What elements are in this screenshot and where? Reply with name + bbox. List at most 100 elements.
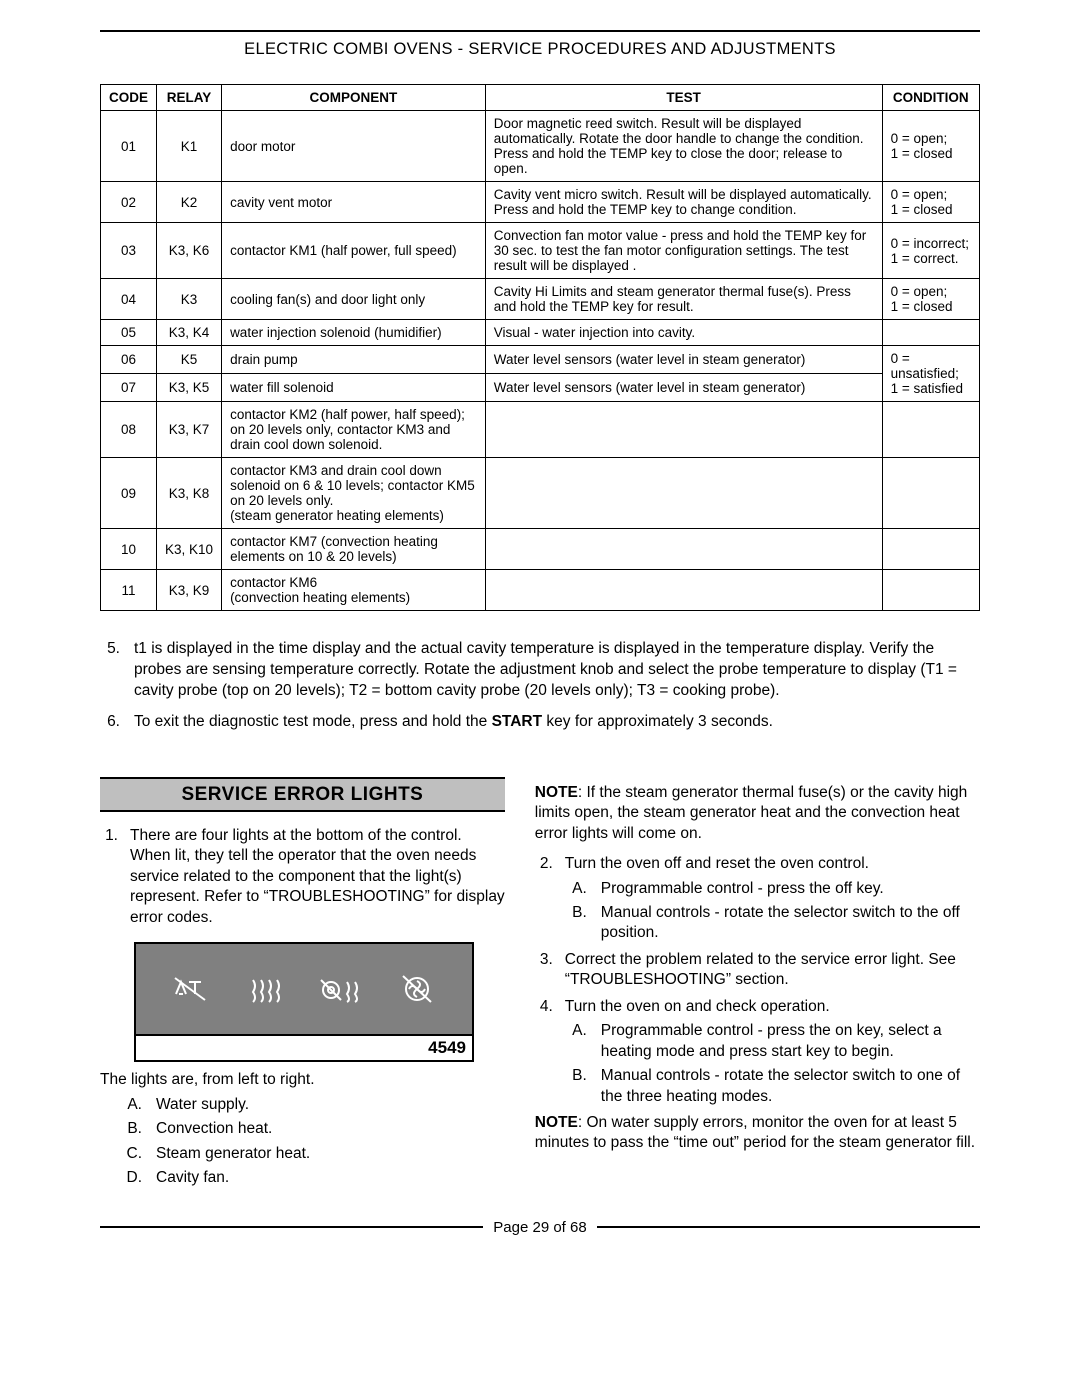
table-row: 05 K3, K4 water injection solenoid (humi… bbox=[101, 320, 980, 346]
page-prefix: Page bbox=[493, 1219, 532, 1236]
page-number: Page 29 of 68 bbox=[483, 1219, 596, 1236]
table-row: 08 K3, K7 contactor KM2 (half power, hal… bbox=[101, 402, 980, 458]
sub-text: Convection heat. bbox=[156, 1119, 505, 1139]
sub-letter: B. bbox=[565, 1066, 601, 1107]
list-item-1: 1. There are four lights at the bottom o… bbox=[100, 826, 505, 928]
light-A: A. Water supply. bbox=[100, 1095, 505, 1115]
footer-rule-right bbox=[597, 1226, 980, 1228]
cell-code: 06 bbox=[101, 346, 157, 374]
cell-code: 05 bbox=[101, 320, 157, 346]
page-of: of bbox=[549, 1219, 570, 1236]
step-number: 5. bbox=[100, 639, 134, 702]
header-rule bbox=[100, 30, 980, 32]
cell-relay: K3, K9 bbox=[157, 570, 222, 611]
panel-label: 4549 bbox=[136, 1034, 472, 1060]
cell-relay: K3 bbox=[157, 279, 222, 320]
item2-B: B. Manual controls - rotate the selector… bbox=[565, 903, 980, 944]
page-total: 68 bbox=[570, 1219, 587, 1236]
sub-text: Programmable control - press the on key,… bbox=[601, 1021, 980, 1062]
cell-code: 03 bbox=[101, 223, 157, 279]
col-condition: CONDITION bbox=[882, 85, 979, 111]
cell-code: 01 bbox=[101, 111, 157, 182]
cell-component: cooling fan(s) and door light only bbox=[222, 279, 486, 320]
cell-component: contactor KM1 (half power, full speed) bbox=[222, 223, 486, 279]
cell-test bbox=[485, 402, 882, 458]
item4-text: Turn the oven on and check operation. bbox=[565, 997, 980, 1017]
step-6: 6. To exit the diagnostic test mode, pre… bbox=[100, 712, 980, 733]
list-number: 1. bbox=[100, 826, 130, 928]
sub-letter: D. bbox=[100, 1168, 156, 1188]
sub-text: Manual controls - rotate the selector sw… bbox=[601, 1066, 980, 1107]
cell-test: Cavity Hi Limits and steam generator the… bbox=[485, 279, 882, 320]
cell-relay: K5 bbox=[157, 346, 222, 374]
sub-text: Steam generator heat. bbox=[156, 1144, 505, 1164]
sub-text: Water supply. bbox=[156, 1095, 505, 1115]
cell-code: 08 bbox=[101, 402, 157, 458]
table-row: 09 K3, K8 contactor KM3 and drain cool d… bbox=[101, 458, 980, 529]
table-row: 04 K3 cooling fan(s) and door light only… bbox=[101, 279, 980, 320]
cell-condition: 0 = open; 1 = closed bbox=[882, 279, 979, 320]
cell-condition bbox=[882, 320, 979, 346]
cell-relay: K3, K7 bbox=[157, 402, 222, 458]
cell-condition bbox=[882, 402, 979, 458]
step-text: t1 is displayed in the time display and … bbox=[134, 639, 980, 702]
sub-letter: A. bbox=[100, 1095, 156, 1115]
note-2: NOTE: On water supply errors, monitor th… bbox=[535, 1113, 980, 1154]
right-column: NOTE: If the steam generator thermal fus… bbox=[535, 743, 980, 1189]
list-item-4: 4. Turn the oven on and check operation.… bbox=[535, 997, 980, 1107]
list-text: There are four lights at the bottom of t… bbox=[130, 826, 505, 928]
convection-heat-icon bbox=[245, 972, 285, 1006]
page-header-title: ELECTRIC COMBI OVENS - SERVICE PROCEDURE… bbox=[100, 40, 980, 59]
sub-letter: A. bbox=[565, 1021, 601, 1062]
step-text: To exit the diagnostic test mode, press … bbox=[134, 712, 980, 733]
list-number: 2. bbox=[535, 854, 565, 944]
cell-condition: 0 = open; 1 = closed bbox=[882, 182, 979, 223]
item4-A: A. Programmable control - press the on k… bbox=[565, 1021, 980, 1062]
procedure-steps: 5. t1 is displayed in the time display a… bbox=[100, 639, 980, 733]
cell-code: 02 bbox=[101, 182, 157, 223]
cell-component: contactor KM2 (half power, half speed); … bbox=[222, 402, 486, 458]
cell-code: 11 bbox=[101, 570, 157, 611]
table-row: 11 K3, K9 contactor KM6 (convection heat… bbox=[101, 570, 980, 611]
table-row: 10 K3, K10 contactor KM7 (convection hea… bbox=[101, 529, 980, 570]
note-2-text: : On water supply errors, monitor the ov… bbox=[535, 1114, 975, 1151]
sub-text: Programmable control - press the off key… bbox=[601, 879, 980, 899]
light-D: D. Cavity fan. bbox=[100, 1168, 505, 1188]
cell-relay: K3, K4 bbox=[157, 320, 222, 346]
list-text: Turn the oven off and reset the oven con… bbox=[565, 854, 980, 944]
cell-condition: 0 = open; 1 = closed bbox=[882, 111, 979, 182]
col-test: TEST bbox=[485, 85, 882, 111]
step-number: 6. bbox=[100, 712, 134, 733]
step-5: 5. t1 is displayed in the time display a… bbox=[100, 639, 980, 702]
sub-text: Cavity fan. bbox=[156, 1168, 505, 1188]
col-code: CODE bbox=[101, 85, 157, 111]
cell-test: Visual - water injection into cavity. bbox=[485, 320, 882, 346]
cell-relay: K3, K8 bbox=[157, 458, 222, 529]
cell-condition bbox=[882, 458, 979, 529]
list-text: Turn the oven on and check operation. A.… bbox=[565, 997, 980, 1107]
cell-relay: K3, K6 bbox=[157, 223, 222, 279]
cell-component: drain pump bbox=[222, 346, 486, 374]
left-column: SERVICE ERROR LIGHTS 1. There are four l… bbox=[100, 743, 505, 1189]
document-page: ELECTRIC COMBI OVENS - SERVICE PROCEDURE… bbox=[0, 0, 1080, 1276]
lights-intro: The lights are, from left to right. bbox=[100, 1070, 505, 1090]
cell-component: cavity vent motor bbox=[222, 182, 486, 223]
water-supply-icon bbox=[171, 972, 211, 1006]
cell-test: Convection fan motor value - press and h… bbox=[485, 223, 882, 279]
cell-relay: K3, K5 bbox=[157, 374, 222, 402]
light-C: C. Steam generator heat. bbox=[100, 1144, 505, 1164]
cell-code: 10 bbox=[101, 529, 157, 570]
footer-rule-left bbox=[100, 1226, 483, 1228]
cavity-fan-icon bbox=[397, 972, 437, 1006]
step-6-suffix: key for approximately 3 seconds. bbox=[542, 713, 773, 730]
table-row: 03 K3, K6 contactor KM1 (half power, ful… bbox=[101, 223, 980, 279]
cell-component: contactor KM7 (convection heating elemen… bbox=[222, 529, 486, 570]
sub-letter: B. bbox=[565, 903, 601, 944]
col-component: COMPONENT bbox=[222, 85, 486, 111]
steam-heat-icon bbox=[319, 972, 363, 1006]
cell-test: Water level sensors (water level in stea… bbox=[485, 374, 882, 402]
cell-relay: K1 bbox=[157, 111, 222, 182]
cell-test: Cavity vent micro switch. Result will be… bbox=[485, 182, 882, 223]
table-row: 01 K1 door motor Door magnetic reed swit… bbox=[101, 111, 980, 182]
cell-component: water fill solenoid bbox=[222, 374, 486, 402]
